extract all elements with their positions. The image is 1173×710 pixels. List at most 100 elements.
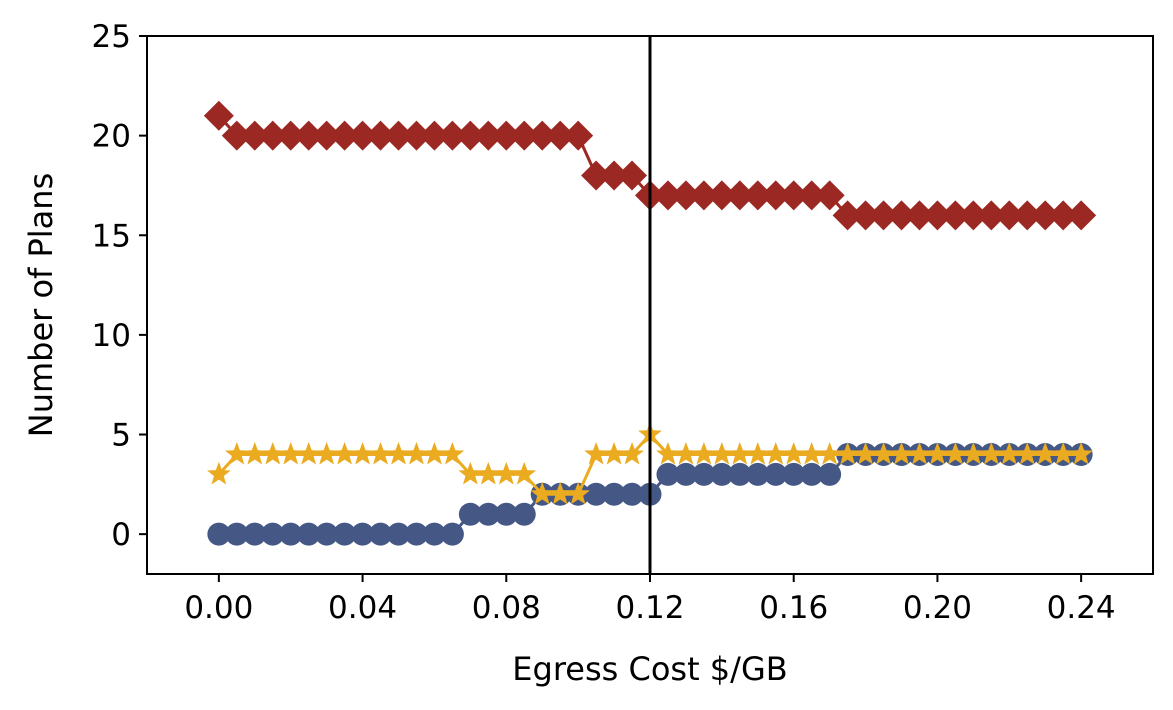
data-point (724, 180, 755, 211)
x-tick-label: 0.16 (759, 590, 828, 626)
data-point (224, 441, 249, 465)
data-point (814, 180, 845, 211)
data-point (422, 522, 446, 546)
data-point (512, 502, 536, 526)
data-point (333, 522, 357, 546)
data-point (545, 120, 576, 151)
data-point (958, 200, 989, 231)
data-point (620, 482, 644, 506)
data-point (742, 180, 773, 211)
data-point (925, 441, 950, 465)
data-point (563, 120, 594, 151)
data-point (922, 200, 953, 231)
data-point (850, 200, 881, 231)
x-tick-label: 0.00 (184, 590, 253, 626)
y-axis-label: Number of Plans (22, 173, 60, 437)
data-point (1048, 200, 1079, 231)
data-point (997, 441, 1022, 465)
data-point (221, 120, 252, 151)
data-point (365, 120, 396, 151)
data-point (297, 522, 321, 546)
data-point (332, 441, 357, 465)
data-point (746, 462, 770, 486)
data-point (1015, 441, 1040, 465)
data-point (674, 462, 698, 486)
data-point (692, 441, 716, 465)
data-point (763, 441, 788, 465)
data-point (782, 462, 806, 486)
data-point (994, 200, 1025, 231)
data-point (494, 502, 518, 526)
data-point (832, 200, 863, 231)
data-point (652, 180, 683, 211)
data-point (329, 120, 360, 151)
data-point (279, 522, 303, 546)
y-tick-label: 20 (92, 119, 131, 155)
data-point (494, 461, 519, 485)
data-point (818, 462, 842, 486)
data-point (243, 522, 267, 546)
y-tick-label: 5 (111, 418, 131, 454)
data-point (710, 462, 734, 486)
data-point (206, 461, 231, 485)
data-point (599, 160, 630, 191)
data-point (261, 522, 285, 546)
data-point (455, 120, 486, 151)
data-point (871, 441, 896, 465)
data-point (886, 200, 917, 231)
data-point (796, 180, 827, 211)
x-tick-label: 0.04 (328, 590, 397, 626)
data-point (688, 180, 719, 211)
data-point (315, 522, 339, 546)
data-point (584, 482, 608, 506)
data-point (1033, 441, 1058, 465)
data-point (692, 462, 716, 486)
data-point (868, 200, 899, 231)
data-point (656, 441, 680, 465)
data-point (311, 120, 342, 151)
data-point (440, 441, 465, 465)
data-point (961, 441, 986, 465)
data-point (670, 180, 701, 211)
data-point (943, 441, 968, 465)
data-point (853, 441, 878, 465)
data-point (476, 461, 501, 485)
data-point (401, 120, 432, 151)
x-axis-label: Egress Cost $/GB (512, 650, 787, 688)
data-point (368, 441, 393, 465)
data-point (800, 462, 824, 486)
x-axis-ticks: 0.00 0.04 0.08 0.12 0.16 0.20 0.24 (184, 574, 1116, 626)
data-point (674, 441, 698, 465)
data-point (419, 120, 450, 151)
data-point (509, 120, 540, 151)
data-point (799, 441, 824, 465)
y-tick-label: 10 (92, 318, 131, 354)
data-point (976, 200, 1007, 231)
data-point (275, 120, 306, 151)
data-point (242, 441, 267, 465)
data-point (387, 522, 410, 546)
data-point (422, 441, 447, 465)
data-point (584, 441, 608, 465)
data-point (566, 481, 591, 505)
data-point (817, 441, 842, 465)
data-point (728, 462, 752, 486)
data-point (617, 160, 648, 191)
data-point (760, 180, 791, 211)
data-point (278, 441, 303, 465)
data-point (491, 120, 522, 151)
data-point (764, 462, 788, 486)
data-point (225, 522, 249, 546)
data-point (239, 120, 270, 151)
data-point (602, 482, 626, 506)
data-point (940, 200, 971, 231)
data-point (1069, 441, 1094, 465)
data-point (203, 100, 234, 131)
data-point (1030, 200, 1061, 231)
data-point (476, 502, 500, 526)
data-point (207, 522, 231, 546)
data-point (602, 441, 626, 465)
data-point (386, 441, 411, 465)
data-point (904, 200, 935, 231)
